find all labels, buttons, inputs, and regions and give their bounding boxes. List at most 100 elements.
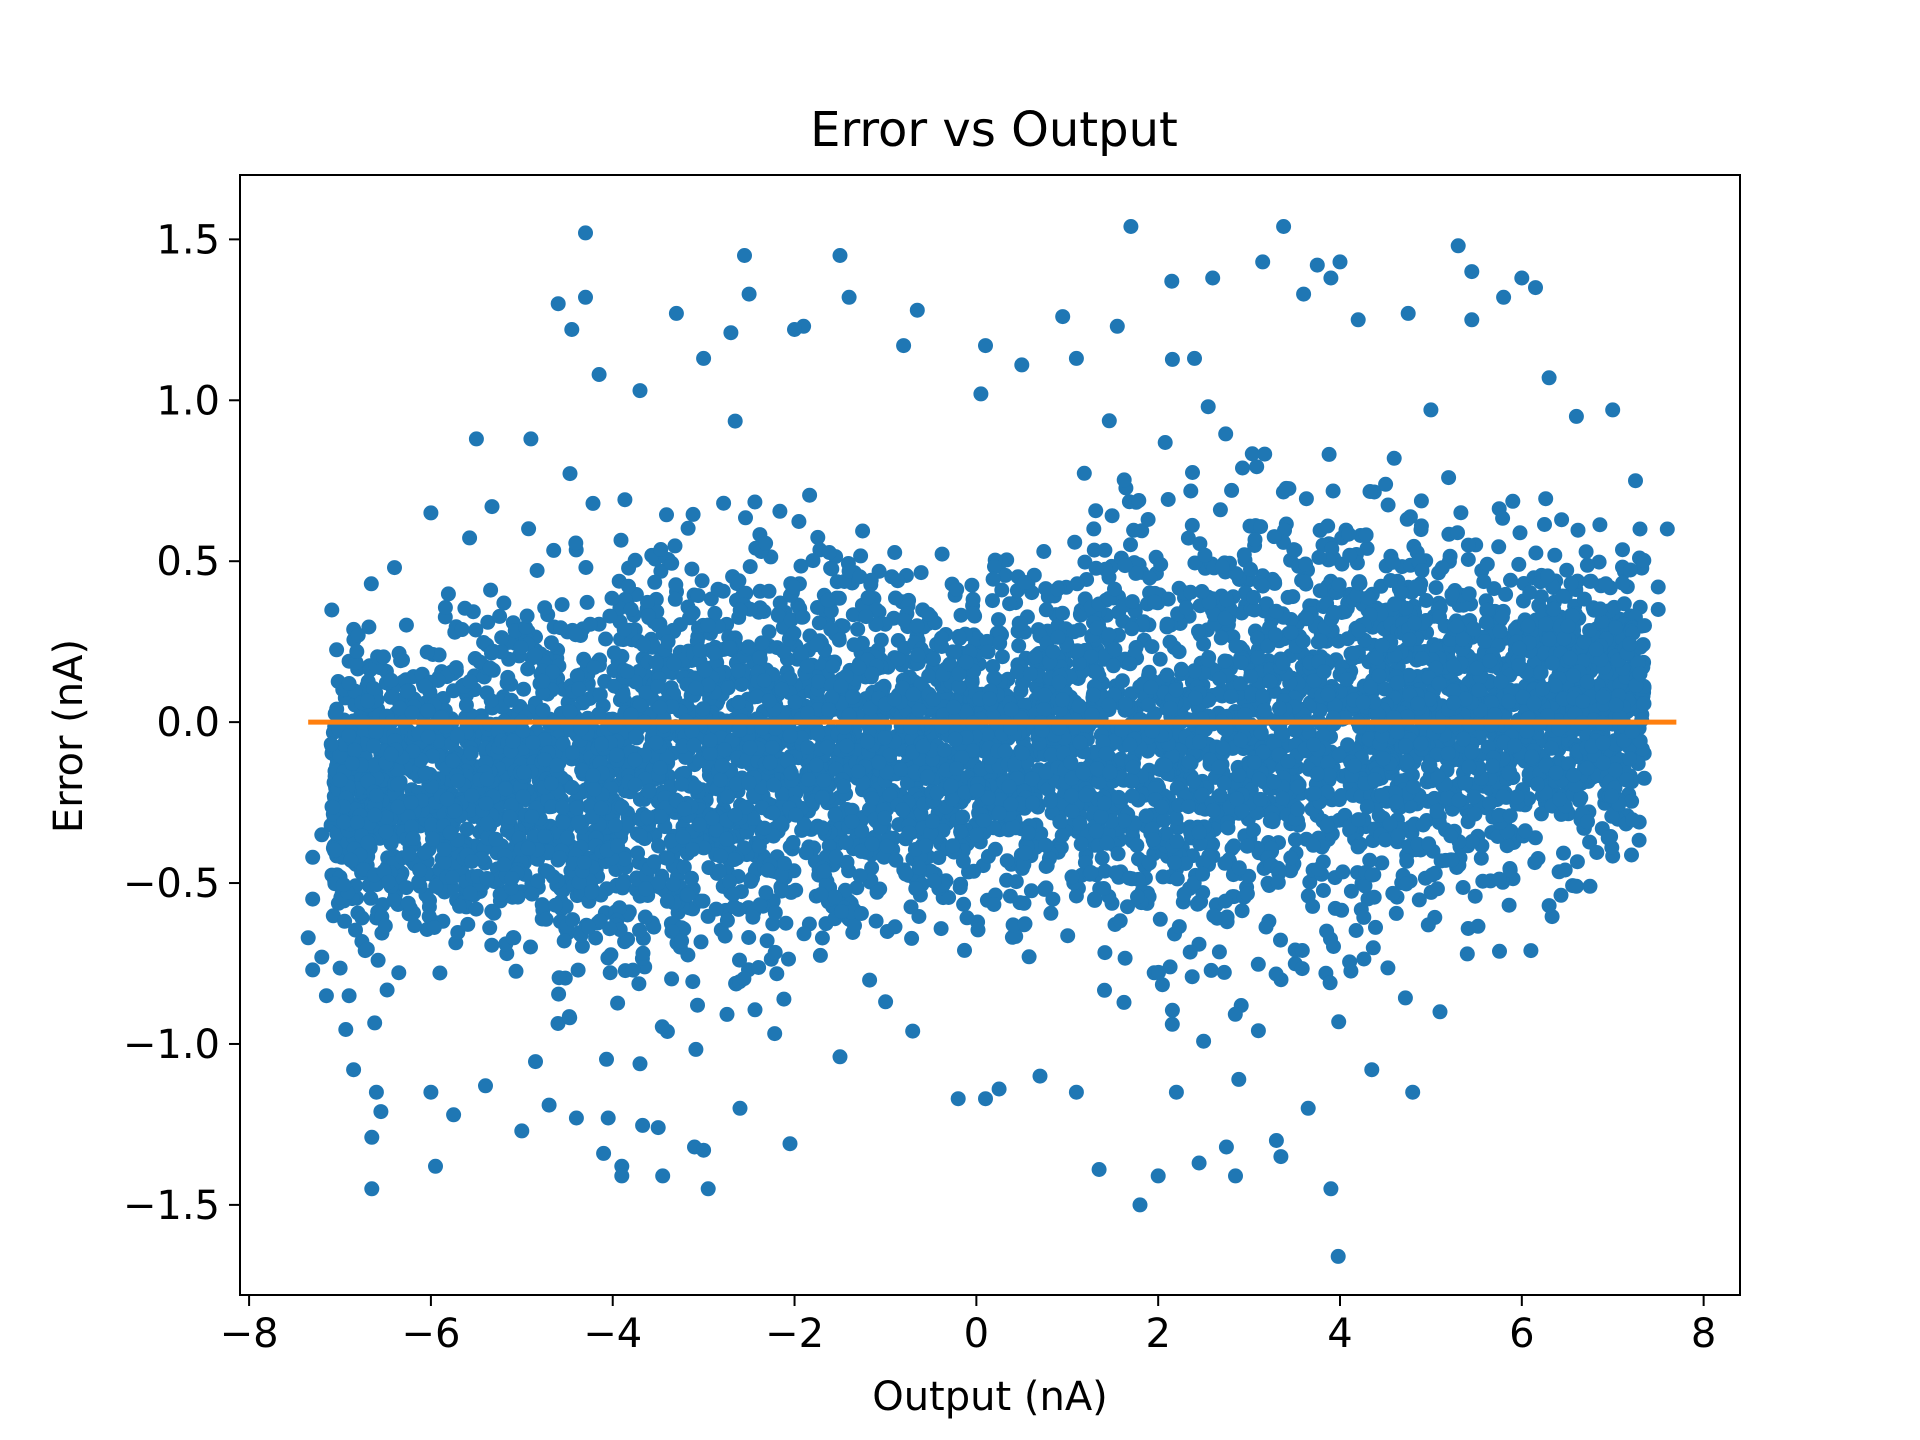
scatter-point	[1501, 897, 1517, 913]
scatter-point	[720, 680, 736, 696]
scatter-point	[482, 920, 498, 936]
scatter-point	[863, 572, 879, 588]
scatter-point	[1624, 847, 1639, 863]
scatter-point	[781, 951, 796, 967]
scatter-point	[1397, 990, 1413, 1006]
scatter-point	[1498, 586, 1514, 602]
scatter-point	[1256, 702, 1272, 718]
scatter-point	[1335, 864, 1351, 880]
scatter-point	[684, 870, 699, 886]
scatter-point	[741, 930, 757, 945]
scatter-point	[957, 942, 972, 958]
scatter-point	[1569, 854, 1585, 870]
scatter-point	[1071, 655, 1087, 671]
scatter-point	[1538, 491, 1554, 507]
scatter-point	[1378, 476, 1394, 492]
scatter-point	[1374, 855, 1390, 871]
scatter-point	[811, 615, 827, 631]
scatter-point	[1521, 766, 1537, 782]
scatter-point	[1038, 602, 1054, 618]
scatter-point	[651, 838, 666, 854]
scatter-point	[631, 976, 647, 992]
scatter-point	[1011, 638, 1027, 654]
scatter-point	[1455, 880, 1471, 895]
scatter-point	[776, 991, 792, 1007]
scatter-point	[667, 538, 683, 554]
scatter-point	[1226, 838, 1242, 854]
scatter-point	[621, 578, 636, 594]
scatter-point	[548, 897, 563, 913]
scatter-point	[632, 1056, 648, 1072]
scatter-point	[887, 545, 903, 560]
scatter-point	[1247, 532, 1263, 548]
scatter-point	[1295, 633, 1311, 649]
scatter-point	[765, 916, 781, 932]
scatter-point	[1120, 899, 1135, 915]
scatter-point	[1386, 450, 1402, 466]
scatter-point	[964, 577, 980, 593]
scatter-point	[1325, 483, 1341, 499]
scatter-point	[994, 582, 1010, 598]
scatter-point	[754, 635, 770, 651]
scatter-point	[1123, 537, 1138, 553]
scatter-point	[391, 965, 407, 981]
scatter-point	[1418, 593, 1434, 608]
scatter-point	[1475, 873, 1491, 889]
scatter-point	[654, 1019, 670, 1035]
scatter-point	[496, 595, 512, 611]
scatter-point	[516, 681, 532, 697]
scatter-point	[825, 658, 841, 674]
scatter-point	[1312, 633, 1328, 649]
scatter-point	[1060, 928, 1076, 944]
scatter-point	[970, 922, 986, 938]
scatter-point	[653, 542, 669, 557]
scatter-point	[1099, 835, 1115, 851]
scatter-point	[628, 729, 644, 745]
scatter-point	[814, 930, 830, 946]
scatter-point	[647, 574, 663, 590]
scatter-point	[1385, 885, 1401, 901]
scatter-point	[1216, 964, 1232, 980]
scatter-point	[367, 1015, 383, 1031]
scatter-point	[448, 660, 464, 676]
scatter-point	[551, 986, 567, 1002]
scatter-point	[535, 702, 551, 718]
scatter-point	[1050, 581, 1065, 597]
scatter-point	[398, 617, 414, 633]
scatter-point	[959, 910, 975, 926]
scatter-point	[1168, 810, 1184, 826]
scatter-point	[980, 644, 996, 660]
scatter-point	[890, 651, 906, 667]
scatter-point	[337, 913, 353, 929]
scatter-point	[987, 841, 1003, 857]
scatter-point	[1097, 982, 1112, 998]
scatter-point	[1415, 817, 1431, 833]
scatter-point	[1152, 651, 1168, 667]
scatter-point	[483, 693, 499, 709]
scatter-point	[1302, 874, 1318, 890]
scatter-point	[1112, 913, 1128, 929]
scatter-point	[1184, 969, 1200, 985]
scatter-point	[1159, 616, 1175, 632]
scatter-point	[1467, 888, 1483, 904]
scatter-point	[685, 605, 701, 621]
scatter-point	[568, 627, 584, 643]
scatter-point	[483, 582, 499, 598]
scatter-point	[665, 876, 681, 892]
scatter-point	[694, 573, 710, 589]
scatter-point	[1016, 895, 1032, 911]
scatter-point	[1176, 886, 1192, 902]
scatter-point	[1160, 492, 1176, 507]
scatter-point	[476, 635, 492, 650]
scatter-point	[751, 838, 767, 854]
scatter-point	[956, 896, 972, 912]
scatter-point	[1326, 939, 1341, 954]
scatter-point	[1453, 505, 1469, 521]
scatter-point	[582, 616, 598, 632]
scatter-point	[503, 692, 519, 708]
scatter-point	[377, 918, 393, 934]
scatter-point	[985, 593, 1000, 609]
scatter-point	[1343, 883, 1359, 899]
scatter-point	[1348, 923, 1364, 938]
scatter-point	[492, 608, 508, 624]
